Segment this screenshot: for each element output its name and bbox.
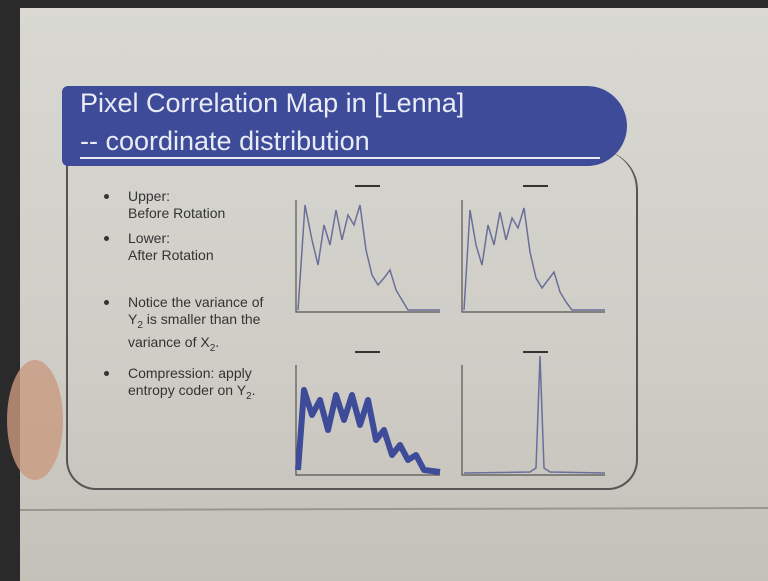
axis-lines xyxy=(296,200,605,475)
upper-right-curve xyxy=(464,208,605,310)
plot-caption-bars xyxy=(355,186,548,352)
lower-right-curve xyxy=(464,356,605,473)
plot-axes xyxy=(296,186,605,475)
plots xyxy=(0,0,768,581)
slide-photo: Pixel Correlation Map in [Lenna] -- coor… xyxy=(0,0,768,581)
lower-left-curve xyxy=(298,390,440,472)
upper-left-curve xyxy=(298,205,440,310)
hand xyxy=(7,360,63,480)
screen-edge xyxy=(20,508,768,510)
